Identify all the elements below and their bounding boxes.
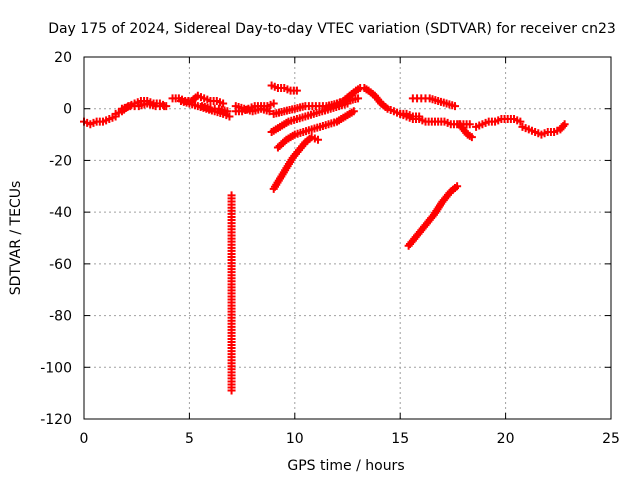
data-point <box>227 386 236 395</box>
x-tick-label: 10 <box>286 431 304 447</box>
x-tick-label: 15 <box>391 431 409 447</box>
x-tick-label: 0 <box>80 431 89 447</box>
data-point <box>265 107 274 116</box>
data-point <box>223 107 232 116</box>
y-tick-label: 0 <box>63 102 72 118</box>
x-axis-label: GPS time / hours <box>287 458 404 474</box>
x-tick-label: 25 <box>602 431 620 447</box>
data-point <box>219 99 228 108</box>
x-tick-label: 20 <box>497 431 515 447</box>
data-point <box>451 102 460 111</box>
x-tick-label: 5 <box>185 431 194 447</box>
data-point <box>313 135 322 144</box>
data-point <box>160 102 169 111</box>
data-point <box>465 120 474 129</box>
y-tick-label: -120 <box>40 412 72 428</box>
data-point <box>467 133 476 142</box>
y-tick-label: -40 <box>49 205 72 221</box>
y-axis-label: SDTVAR / TECUs <box>8 181 24 296</box>
data-point <box>516 117 525 126</box>
data-points <box>80 81 569 395</box>
data-point <box>453 182 462 191</box>
data-point <box>225 112 234 121</box>
ticks-layer: 0 5 10 15 20 25 20 0 -20 -40 -60 -80 -100 -120 <box>40 50 620 447</box>
data-point <box>349 107 358 116</box>
y-tick-label: -80 <box>49 309 72 325</box>
plot-border <box>83 56 612 420</box>
y-tick-label: -60 <box>49 257 72 273</box>
data-point <box>292 86 301 95</box>
chart-title: Day 175 of 2024, Sidereal Day-to-day VTE… <box>48 21 616 37</box>
data-point <box>354 94 363 103</box>
y-tick-label: -100 <box>40 360 72 376</box>
data-point <box>560 120 569 129</box>
y-tick-label: 20 <box>54 50 72 66</box>
y-tick-label: -20 <box>49 153 72 169</box>
data-point <box>269 99 278 108</box>
